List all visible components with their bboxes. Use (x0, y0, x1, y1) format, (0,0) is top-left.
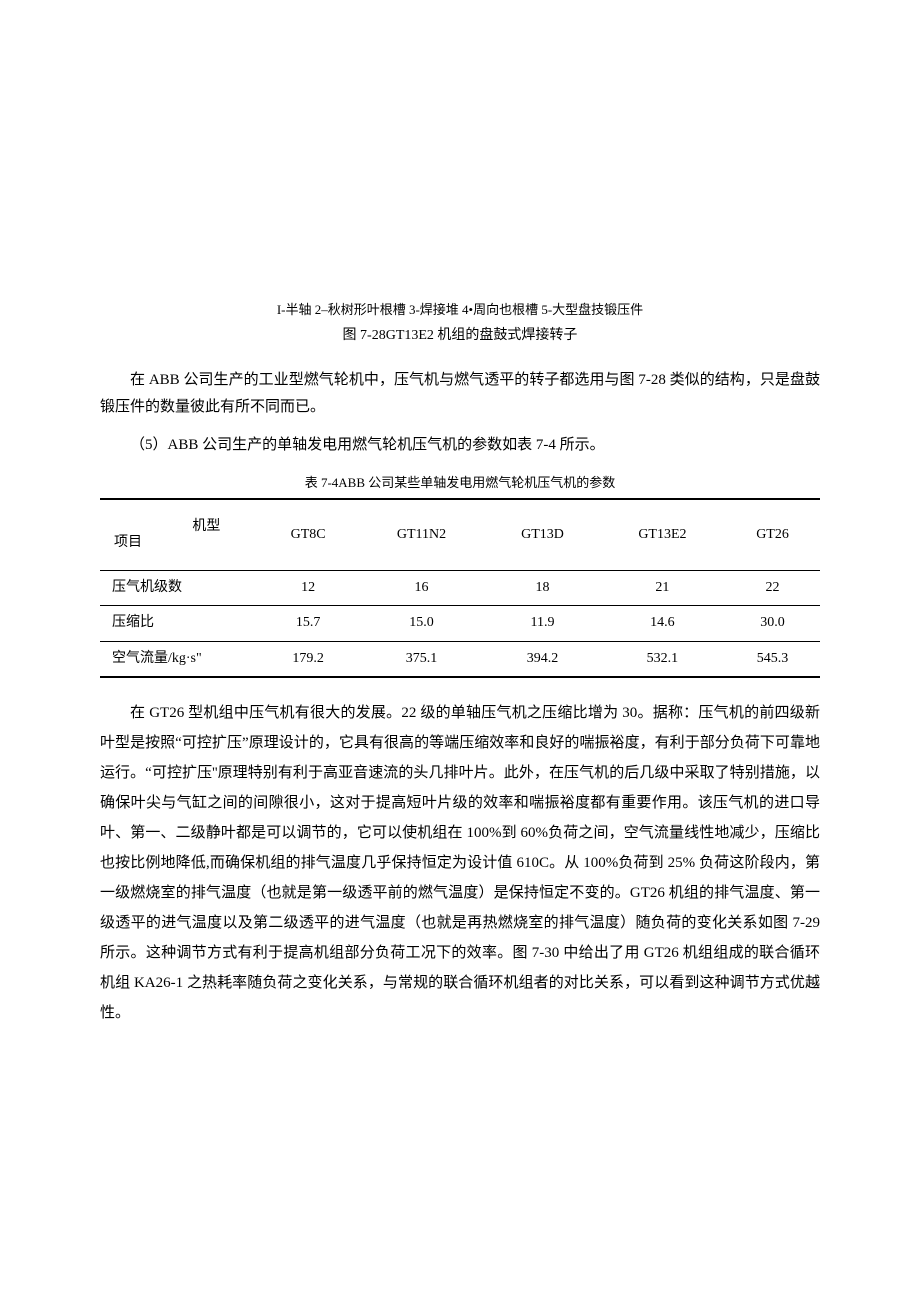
table-cell: 14.6 (600, 606, 725, 641)
table-cell: 21 (600, 570, 725, 605)
table-col-3: GT13E2 (600, 499, 725, 571)
table-cell: 18 (485, 570, 600, 605)
table-cell: 15.7 (258, 606, 357, 641)
parameters-table: 机型 项目 GT8C GT11N2 GT13D GT13E2 GT26 压气机级… (100, 498, 820, 678)
table-cell: 179.2 (258, 641, 357, 677)
table-cell: 30.0 (725, 606, 820, 641)
table-row-label: 空气流量/kg·s" (100, 641, 258, 677)
paragraph-3: 在 GT26 型机组中压气机有很大的发展。22 级的单轴压气机之压缩比增为 30… (100, 698, 820, 1028)
table-header-row: 机型 项目 GT8C GT11N2 GT13D GT13E2 GT26 (100, 499, 820, 571)
paragraph-2: （5）ABB 公司生产的单轴发电用燃气轮机压气机的参数如表 7-4 所示。 (100, 433, 820, 457)
table-cell: 22 (725, 570, 820, 605)
table-cell: 394.2 (485, 641, 600, 677)
table-col-0: GT8C (258, 499, 357, 571)
table-row-label: 压缩比 (100, 606, 258, 641)
table-header-corner: 机型 项目 (100, 499, 258, 571)
table-cell: 12 (258, 570, 357, 605)
figure-parts-caption: I-半轴 2–秋树形叶根槽 3-焊接堆 4•周向也根槽 5-大型盘技锻压件 (100, 300, 820, 321)
table-row: 压缩比 15.7 15.0 11.9 14.6 30.0 (100, 606, 820, 641)
table-cell: 545.3 (725, 641, 820, 677)
table-cell: 15.0 (358, 606, 485, 641)
table-cell: 532.1 (600, 641, 725, 677)
table-row: 空气流量/kg·s" 179.2 375.1 394.2 532.1 545.3 (100, 641, 820, 677)
table-cell: 11.9 (485, 606, 600, 641)
table-row-label: 压气机级数 (100, 570, 258, 605)
header-item-label: 项目 (114, 532, 142, 554)
header-model-label: 机型 (192, 516, 220, 538)
table-col-1: GT11N2 (358, 499, 485, 571)
figure-title-caption: 图 7-28GT13E2 机组的盘鼓式焊接转子 (100, 325, 820, 347)
table-col-4: GT26 (725, 499, 820, 571)
table-cell: 16 (358, 570, 485, 605)
table-caption: 表 7-4ABB 公司某些单轴发电用燃气轮机压气机的参数 (100, 473, 820, 494)
paragraph-1: 在 ABB 公司生产的工业型燃气轮机中，压气机与燃气透平的转子都选用与图 7-2… (100, 367, 820, 421)
table-cell: 375.1 (358, 641, 485, 677)
table-col-2: GT13D (485, 499, 600, 571)
table-row: 压气机级数 12 16 18 21 22 (100, 570, 820, 605)
